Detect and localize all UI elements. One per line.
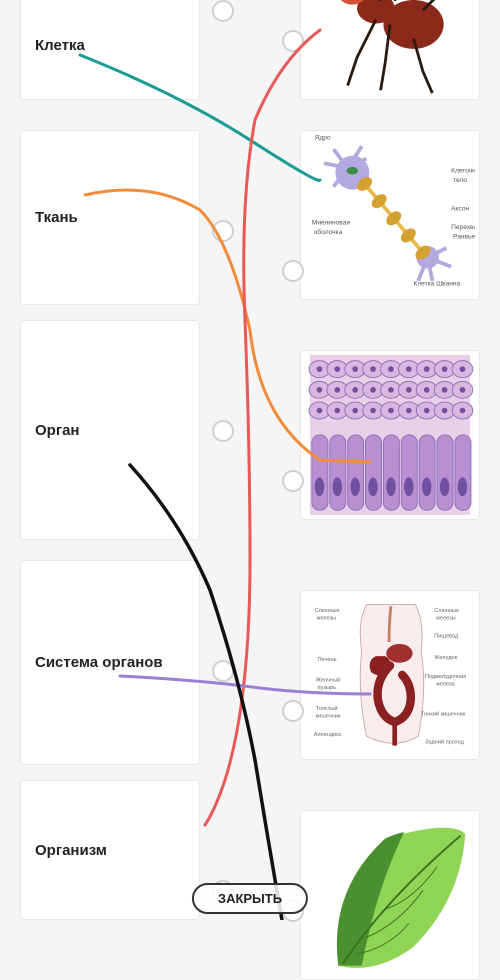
term-label: Клетка [35, 37, 85, 54]
term-label: Организм [35, 842, 107, 859]
svg-text:Ядро: Ядро [315, 135, 331, 142]
svg-text:Пищевод: Пищевод [434, 633, 459, 639]
term-card-organ[interactable]: Орган [20, 320, 200, 540]
term-label: Ткань [35, 209, 78, 226]
svg-text:Клеточное: Клеточное [451, 168, 475, 175]
close-button[interactable]: ЗАКРЫТЬ [192, 883, 308, 914]
image-card-neuron[interactable]: Ядро Клеточное тело Аксон Миелиновая оболочка… [300, 130, 480, 300]
svg-text:Слюнные: Слюнные [315, 608, 340, 614]
svg-text:Печень: Печень [318, 657, 337, 663]
connector-left-1[interactable] [212, 220, 234, 242]
svg-text:Ранвье: Ранвье [453, 234, 475, 241]
svg-text:Аксон: Аксон [451, 205, 469, 212]
connector-left-2[interactable] [212, 420, 234, 442]
svg-text:кишечник: кишечник [316, 713, 341, 719]
svg-text:Задний проход: Задний проход [425, 739, 465, 746]
image-card-digestive-system[interactable]: СлюнныежелезыПеченьЖелчныйпузырьТолстыйк… [300, 590, 480, 760]
svg-text:Толстый: Толстый [316, 705, 338, 712]
svg-text:Желудок: Желудок [434, 655, 457, 661]
term-label: Система органов [35, 654, 163, 671]
svg-text:железа: железа [436, 681, 456, 687]
connector-right-0[interactable] [282, 30, 304, 52]
term-card-cell[interactable]: Клетка [20, 0, 200, 100]
term-card-organ-system[interactable]: Система органов [20, 560, 200, 765]
term-label: Орган [35, 422, 79, 439]
svg-text:Перехват: Перехват [451, 224, 475, 231]
connector-left-3[interactable] [212, 660, 234, 682]
svg-text:Тонкий кишечник: Тонкий кишечник [421, 710, 466, 717]
svg-text:оболочка: оболочка [314, 228, 343, 236]
svg-text:Слюнные: Слюнные [434, 608, 459, 614]
svg-text:тело: тело [453, 177, 467, 184]
svg-text:Миелиновая: Миелиновая [312, 219, 350, 226]
svg-text:Аппендикс: Аппендикс [314, 732, 342, 738]
svg-text:железы: железы [436, 615, 456, 621]
svg-text:Желчный: Желчный [316, 677, 340, 684]
term-card-tissue[interactable]: Ткань [20, 130, 200, 305]
svg-text:Поджелудочная: Поджелудочная [425, 674, 466, 680]
connector-right-3[interactable] [282, 700, 304, 722]
image-card-leaf[interactable] [300, 810, 480, 980]
image-card-epithelium[interactable] [300, 350, 480, 520]
image-card-ant[interactable] [300, 0, 480, 100]
svg-text:пузырь: пузырь [318, 685, 337, 691]
connector-left-0[interactable] [212, 0, 234, 22]
connector-right-1[interactable] [282, 260, 304, 282]
svg-text:Клетка Шванна: Клетка Шванна [414, 281, 461, 288]
svg-text:железы: железы [317, 615, 337, 621]
term-card-organism[interactable]: Организм [20, 780, 200, 920]
connector-right-2[interactable] [282, 470, 304, 492]
